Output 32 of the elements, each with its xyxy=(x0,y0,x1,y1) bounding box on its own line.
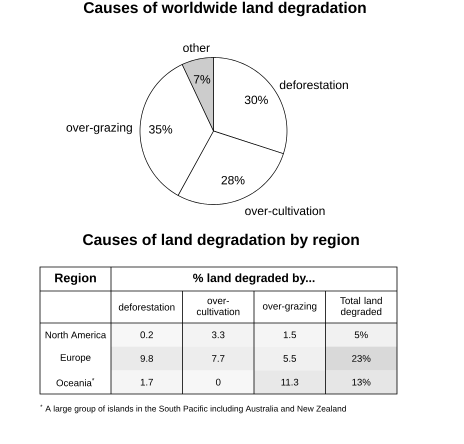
data-label: 3.3 xyxy=(212,331,224,338)
data-label: 11.3 xyxy=(282,378,298,386)
slice-label: deforestation xyxy=(280,80,348,90)
x-tick-label: over-grazing xyxy=(262,302,316,312)
data-label: 1.5 xyxy=(284,331,296,338)
y-tick-label: North America xyxy=(46,331,106,338)
slice-label: other xyxy=(183,43,210,52)
data-label: 23% xyxy=(352,355,370,362)
data-label: 5.5 xyxy=(283,355,296,362)
data-label: 7% xyxy=(194,75,210,84)
data-label: 28% xyxy=(222,176,245,184)
data-label: 7.7 xyxy=(212,355,224,362)
slice-label: over-cultivation xyxy=(245,206,325,216)
chart-title: Causes of worldwide land degradation xyxy=(84,2,366,16)
data-label: 0 xyxy=(216,378,221,386)
x-tick-label: over-cultivation xyxy=(196,298,240,316)
x-axis-title: % land degraded by... xyxy=(193,273,314,285)
data-label: 9.8 xyxy=(140,355,154,362)
text: $^{*}$ A large group of islands in the South Pacific including Australia and New Zealand xyxy=(40,404,346,414)
y-tick-label: Europe xyxy=(60,354,91,363)
slice-label: over-grazing xyxy=(66,122,132,134)
y-tick-label: Oceania$^{*}$ xyxy=(56,378,94,386)
x-tick-label: deforestation xyxy=(118,303,174,311)
data-label: 35% xyxy=(149,125,172,134)
data-label: 5% xyxy=(354,331,368,338)
chart-title: Causes of land degradation by region xyxy=(83,234,359,248)
data-label: 1.7 xyxy=(140,378,153,386)
data-label: 13% xyxy=(352,378,370,386)
x-tick-label: Total land degraded xyxy=(340,296,382,318)
data-label: 0.2 xyxy=(140,331,153,338)
y-axis-title: Region xyxy=(55,273,96,285)
data-label: 30% xyxy=(244,96,268,104)
